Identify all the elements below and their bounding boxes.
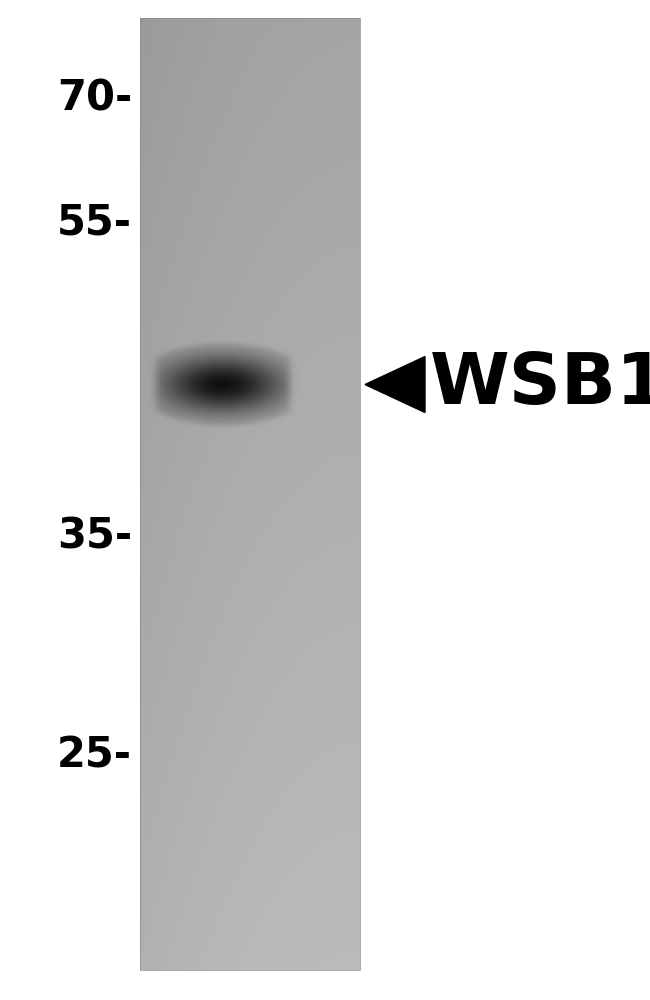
Text: 70-: 70- <box>57 78 132 120</box>
Text: WSB1: WSB1 <box>430 350 650 419</box>
Polygon shape <box>365 357 425 413</box>
Text: 35-: 35- <box>57 516 132 558</box>
Text: 25-: 25- <box>57 735 132 777</box>
Text: 55-: 55- <box>57 202 132 244</box>
Bar <box>140 18 360 970</box>
